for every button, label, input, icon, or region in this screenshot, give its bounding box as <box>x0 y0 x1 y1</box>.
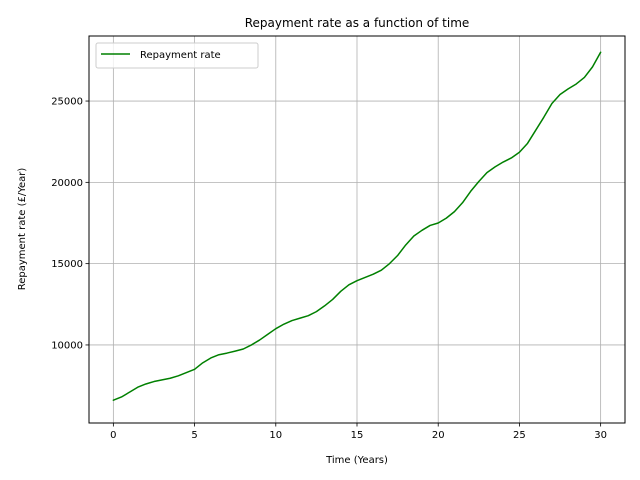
x-axis-label: Time (Years) <box>325 455 388 466</box>
x-tick-label: 10 <box>269 430 282 441</box>
y-tick-label: 15000 <box>51 259 83 270</box>
x-tick-label: 25 <box>513 430 526 441</box>
x-tick-label: 30 <box>594 430 607 441</box>
y-axis-label: Repayment rate (£/Year) <box>17 168 28 291</box>
grid-layer <box>89 36 625 423</box>
x-axis: 0 5 10 15 20 25 30 <box>110 423 607 441</box>
x-tick-label: 5 <box>191 430 197 441</box>
legend: Repayment rate <box>95 42 259 69</box>
y-tick-label: 20000 <box>51 178 83 189</box>
chart-title: Repayment rate as a function of time <box>245 16 470 30</box>
y-tick-label: 10000 <box>51 340 83 351</box>
x-tick-label: 0 <box>110 430 116 441</box>
y-tick-label: 25000 <box>51 97 83 108</box>
x-tick-label: 15 <box>351 430 364 441</box>
legend-box <box>95 42 259 69</box>
plot-lines <box>112 51 602 401</box>
legend-entry-repayment-rate: Repayment rate <box>140 50 221 61</box>
y-axis: 10000 15000 20000 25000 <box>51 97 89 351</box>
x-tick-label: 20 <box>432 430 445 441</box>
series-line-repayment-rate <box>112 51 602 401</box>
